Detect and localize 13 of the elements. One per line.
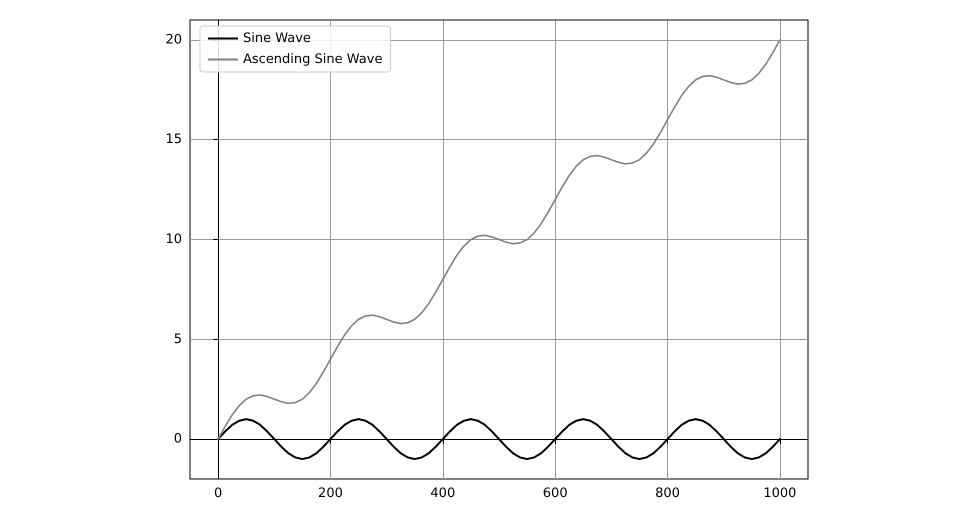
x-tick-label: 800 [655, 486, 680, 501]
legend-label: Ascending Sine Wave [243, 52, 382, 67]
x-tick-label: 0 [214, 486, 222, 501]
y-tick-label: 20 [165, 32, 182, 48]
y-tick-label: 10 [165, 232, 182, 248]
x-tick-label: 200 [318, 486, 343, 501]
legend-label: Sine Wave [243, 31, 311, 46]
x-tick-label: 1000 [763, 486, 796, 501]
x-tick-label: 400 [430, 486, 456, 501]
y-tick-label: 5 [174, 332, 182, 347]
y-tick-label: 15 [165, 132, 182, 148]
y-tick-label: 0 [174, 432, 182, 447]
x-tick-label: 600 [542, 486, 568, 501]
